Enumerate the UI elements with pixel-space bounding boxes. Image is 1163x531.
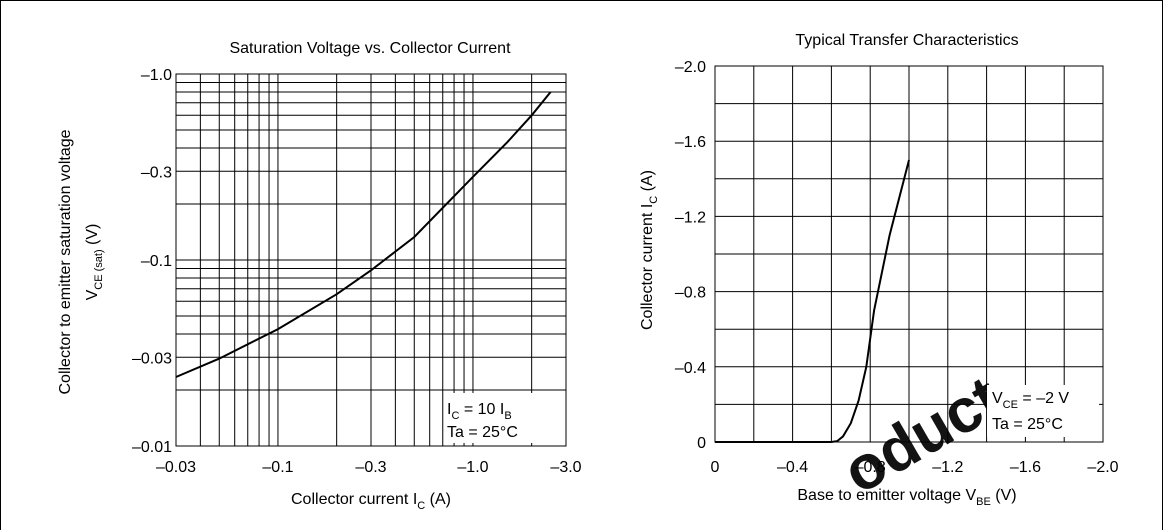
chart1-plot-area xyxy=(175,73,567,447)
chart2-y-tick-label: –1.6 xyxy=(675,134,706,151)
chart2-x-tick-label: –0.8 xyxy=(855,459,886,476)
chart1-y-axis-label-line2: VCE (sat) (V) xyxy=(84,224,105,301)
chart2-y-tick-label: 0 xyxy=(697,435,706,452)
chart1-x-tick-label: –0.3 xyxy=(355,459,386,476)
chart1-title: Saturation Voltage vs. Collector Current xyxy=(229,40,511,57)
chart2-plot-area xyxy=(714,65,1104,443)
chart1-grid xyxy=(175,73,567,447)
chart2-y-tick-label: –1.2 xyxy=(675,209,706,226)
chart1-condition-ta: Ta = 25°C xyxy=(447,424,518,441)
chart2-x-tick-label: –1.6 xyxy=(1010,459,1041,476)
chart2-y-ticks: 0 –0.4 –0.8 –1.2 –1.6 –2.0 xyxy=(675,59,706,452)
chart1-x-tick-label: –3.0 xyxy=(550,459,581,476)
chart1-series-line xyxy=(175,91,552,378)
chart2-y-tick-label: –0.8 xyxy=(675,285,706,302)
chart2-x-tick-label: –2.0 xyxy=(1087,459,1118,476)
chart1-x-tick-label: –0.1 xyxy=(262,459,293,476)
chart1-conditions-box xyxy=(444,393,562,443)
chart1-y-tick-label: –1.0 xyxy=(141,67,172,84)
saturation-voltage-chart: Saturation Voltage vs. Collector Current… xyxy=(57,40,582,512)
chart2-x-tick-label: 0 xyxy=(711,459,720,476)
chart2-series-line xyxy=(715,159,910,443)
chart2-x-ticks: 0 –0.4 –0.8 –1.2 –1.6 –2.0 xyxy=(711,459,1119,476)
chart2-y-tick-label: –0.4 xyxy=(675,360,706,377)
chart1-y-axis-label-line1: Collector to emitter saturation voltage xyxy=(57,129,74,394)
chart2-conditions-box xyxy=(987,385,1099,437)
chart2-y-tick-label: –2.0 xyxy=(675,59,706,76)
chart1-y-ticks: –0.01 –0.03 –0.1 –0.3 –1.0 xyxy=(132,67,172,456)
chart1-y-tick-label: –0.3 xyxy=(141,164,172,181)
chart2-title: Typical Transfer Characteristics xyxy=(795,32,1018,49)
chart2-x-tick-label: –0.4 xyxy=(777,459,808,476)
chart2-x-tick-label: –1.2 xyxy=(932,459,963,476)
chart2-x-axis-label: Base to emitter voltage VBE (V) xyxy=(797,487,1016,508)
chart1-y-tick-label: –0.03 xyxy=(132,350,172,367)
chart2-y-axis-label: Collector current IC (A) xyxy=(639,170,660,330)
watermark-text: oduct xyxy=(832,363,1013,507)
chart1-y-tick-label: –0.1 xyxy=(141,253,172,270)
chart1-condition-ic: IC = 10 IB xyxy=(447,401,512,422)
chart2-condition-ta: Ta = 25°C xyxy=(992,416,1063,433)
chart2-condition-vce: VCE = –2 V xyxy=(992,390,1069,411)
chart1-x-ticks: –0.03 –0.1 –0.3 –1.0 –3.0 xyxy=(156,459,582,476)
transfer-characteristics-chart: Typical Transfer Characteristics 0 –0.4 –0… xyxy=(639,32,1119,508)
chart1-x-axis-label: Collector current IC (A) xyxy=(291,491,451,512)
chart2-grid xyxy=(715,66,1103,442)
chart1-x-tick-label: –0.03 xyxy=(156,459,196,476)
chart1-y-tick-label: –0.01 xyxy=(132,439,172,456)
chart1-x-tick-label: –1.0 xyxy=(457,459,488,476)
